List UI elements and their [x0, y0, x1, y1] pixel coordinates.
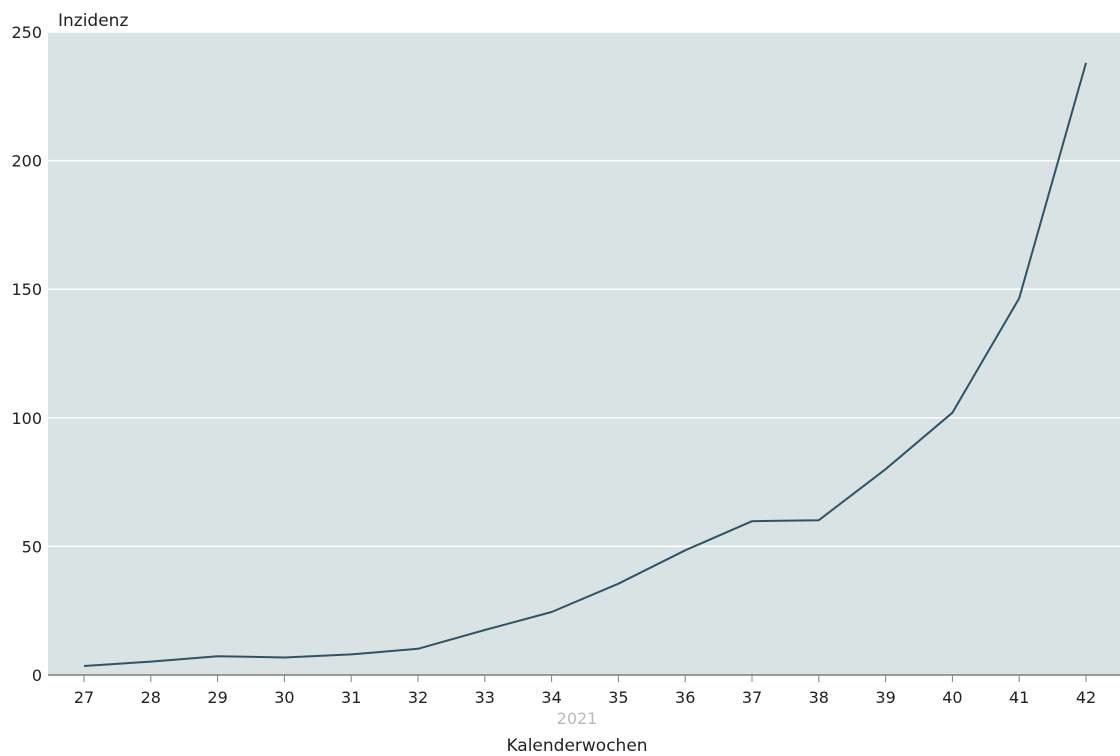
x-axis-ticks: 27 28 29 30 31 32 33 34 35 36 37 38 39 40 41 42 [74, 675, 1096, 707]
x-tick-label: 36 [675, 688, 695, 707]
gridlines [48, 31, 1120, 548]
x-axis-label: Kalenderwochen [506, 736, 647, 756]
x-tick-label: 35 [608, 688, 628, 707]
series-layer [83, 62, 1087, 667]
y-tick-label: 150 [11, 280, 42, 299]
x-tick-label: 39 [875, 688, 895, 707]
x-tick-label: 32 [408, 688, 428, 707]
x-tick-label: 28 [141, 688, 161, 707]
y-tick-label: 50 [22, 537, 42, 556]
x-tick-label: 33 [475, 688, 495, 707]
y-tick-label: 250 [11, 23, 42, 42]
x-tick-label: 29 [207, 688, 227, 707]
y-tick-label: 200 [11, 152, 42, 171]
plot-area [48, 32, 1120, 675]
x-tick-label: 37 [742, 688, 762, 707]
x-tick-label: 40 [942, 688, 962, 707]
y-axis-ticks: 0 50 100 150 200 250 [11, 23, 42, 685]
y-axis-label: Inzidenz [58, 11, 128, 31]
x-tick-label: 30 [274, 688, 294, 707]
y-tick-label: 100 [11, 409, 42, 428]
x-tick-label: 27 [74, 688, 94, 707]
x-tick-label: 31 [341, 688, 361, 707]
x-tick-label: 38 [809, 688, 829, 707]
series-line [83, 62, 1087, 667]
x-axis-year-label: 2021 [557, 709, 598, 728]
x-tick-label: 42 [1076, 688, 1096, 707]
x-tick-label: 34 [541, 688, 561, 707]
y-tick-label: 0 [32, 666, 42, 685]
x-tick-label: 41 [1009, 688, 1029, 707]
